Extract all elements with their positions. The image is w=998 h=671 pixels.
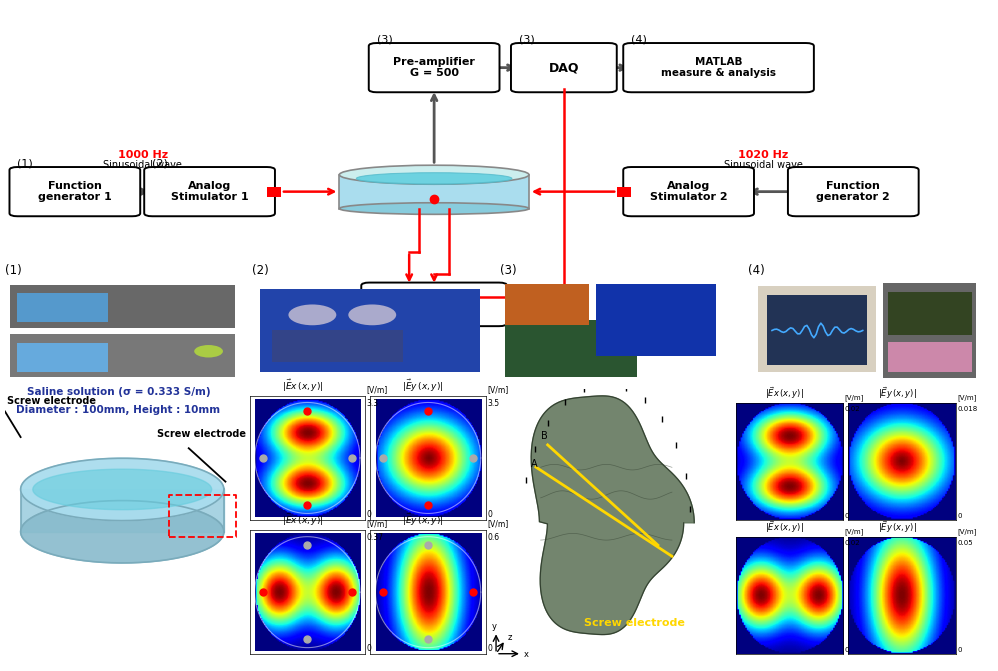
FancyBboxPatch shape [339, 174, 529, 209]
Polygon shape [33, 469, 212, 510]
Circle shape [348, 305, 396, 325]
Text: Sinusoidal wave: Sinusoidal wave [724, 160, 803, 170]
Text: [V/m]: [V/m] [366, 385, 387, 394]
Text: Screw electrode: Screw electrode [584, 618, 685, 628]
Text: Saline solution (σ = 0.333 S/m): Saline solution (σ = 0.333 S/m) [27, 387, 211, 397]
Text: DAQ: DAQ [549, 61, 579, 74]
Text: (4): (4) [748, 264, 764, 277]
Text: 0.018: 0.018 [957, 406, 977, 412]
Text: Function
generator 1: Function generator 1 [38, 181, 112, 203]
Ellipse shape [356, 172, 512, 185]
Circle shape [288, 305, 336, 325]
FancyBboxPatch shape [361, 282, 507, 326]
Text: 0: 0 [366, 644, 371, 653]
Text: 0.37: 0.37 [366, 533, 383, 542]
Text: [V/m]: [V/m] [844, 394, 863, 401]
Text: $|\vec{E}y\,(x,y)|$: $|\vec{E}y\,(x,y)|$ [878, 384, 916, 401]
Text: $|\vec{E}x\,(x,y)|$: $|\vec{E}x\,(x,y)|$ [765, 384, 803, 401]
Text: 0.05: 0.05 [957, 540, 973, 546]
Bar [505, 284, 589, 325]
Text: 0: 0 [487, 510, 492, 519]
Circle shape [195, 345, 223, 358]
Text: B: B [541, 431, 547, 442]
Text: [V/m]: [V/m] [957, 528, 976, 535]
Text: x: x [524, 650, 529, 658]
Text: (2): (2) [252, 264, 269, 277]
Text: (1): (1) [17, 158, 33, 168]
Text: $|\vec{E}y\,(x,y)|$: $|\vec{E}y\,(x,y)|$ [402, 512, 444, 528]
Text: (1): (1) [5, 264, 22, 277]
Bar [17, 293, 108, 322]
Text: z: z [508, 633, 512, 641]
Bar [259, 289, 480, 372]
Text: A: A [531, 459, 538, 469]
Text: 0: 0 [844, 647, 849, 653]
Text: 0: 0 [366, 510, 371, 519]
Text: 3.3: 3.3 [366, 399, 378, 408]
Text: [V/m]: [V/m] [366, 519, 387, 528]
Text: Oscilloscope: Oscilloscope [393, 298, 475, 311]
Text: 1000 Hz: 1000 Hz [118, 150, 168, 160]
Text: Screw electrode: Screw electrode [158, 429, 247, 440]
Text: [V/m]: [V/m] [487, 519, 508, 528]
Text: [V/m]: [V/m] [487, 385, 508, 394]
FancyBboxPatch shape [368, 43, 499, 92]
Text: (3): (3) [519, 34, 535, 44]
Bar [17, 343, 108, 372]
Bar [758, 287, 876, 372]
Bar [10, 333, 235, 377]
Text: $|\vec{E}y\,(x,y)|$: $|\vec{E}y\,(x,y)|$ [878, 519, 916, 535]
FancyBboxPatch shape [623, 43, 813, 92]
Ellipse shape [339, 165, 529, 185]
Bar [887, 342, 972, 372]
Ellipse shape [339, 203, 529, 214]
Text: Screw electrode: Screw electrode [7, 396, 96, 406]
Bar [596, 284, 716, 356]
Text: [V/m]: [V/m] [844, 528, 863, 535]
Text: $|\vec{E}x\,(x,y)|$: $|\vec{E}x\,(x,y)|$ [281, 512, 323, 528]
Text: (2): (2) [152, 158, 168, 168]
Bar [271, 331, 403, 362]
Polygon shape [531, 396, 695, 635]
Bar [883, 283, 976, 378]
Text: (3): (3) [376, 34, 392, 44]
Bar [505, 320, 637, 377]
Text: y: y [491, 621, 496, 631]
FancyBboxPatch shape [144, 167, 274, 216]
FancyBboxPatch shape [787, 167, 918, 216]
Text: Analog
Stimulator 2: Analog Stimulator 2 [650, 181, 728, 203]
Text: Analog
Stimulator 1: Analog Stimulator 1 [171, 181, 249, 203]
FancyBboxPatch shape [511, 43, 617, 92]
Text: (4): (4) [631, 34, 647, 44]
Text: $|\vec{E}x\,(x,y)|$: $|\vec{E}x\,(x,y)|$ [765, 519, 803, 535]
Bar [267, 187, 281, 197]
Text: 0: 0 [957, 647, 962, 653]
Text: $|\vec{E}y\,(x,y)|$: $|\vec{E}y\,(x,y)|$ [402, 378, 444, 394]
Text: (3): (3) [500, 264, 517, 277]
Text: MATLAB
measure & analysis: MATLAB measure & analysis [661, 57, 776, 79]
Text: 0: 0 [844, 513, 849, 519]
Text: Function
generator 2: Function generator 2 [816, 181, 890, 203]
Bar [10, 285, 235, 328]
Bar [767, 295, 867, 365]
Polygon shape [21, 458, 224, 521]
Text: Pre-amplifier
G = 500: Pre-amplifier G = 500 [393, 57, 475, 79]
Text: $|\vec{E}x\,(x,y)|$: $|\vec{E}x\,(x,y)|$ [281, 378, 323, 394]
Text: Diameter : 100mm, Height : 10mm: Diameter : 100mm, Height : 10mm [16, 405, 221, 415]
Text: 0.6: 0.6 [487, 533, 499, 542]
Text: (4): (4) [504, 298, 520, 308]
Text: 0.02: 0.02 [844, 406, 860, 412]
Text: 0.02: 0.02 [844, 540, 860, 546]
Bar [617, 187, 631, 197]
Bar [887, 292, 972, 335]
Text: 0: 0 [957, 513, 962, 519]
FancyBboxPatch shape [623, 167, 753, 216]
Text: 0: 0 [487, 644, 492, 653]
Text: Sinusoidal wave: Sinusoidal wave [103, 160, 183, 170]
Text: 3.5: 3.5 [487, 399, 499, 408]
Text: 1020 Hz: 1020 Hz [739, 150, 788, 160]
FancyBboxPatch shape [9, 167, 140, 216]
Polygon shape [21, 501, 224, 563]
Text: [V/m]: [V/m] [957, 394, 976, 401]
